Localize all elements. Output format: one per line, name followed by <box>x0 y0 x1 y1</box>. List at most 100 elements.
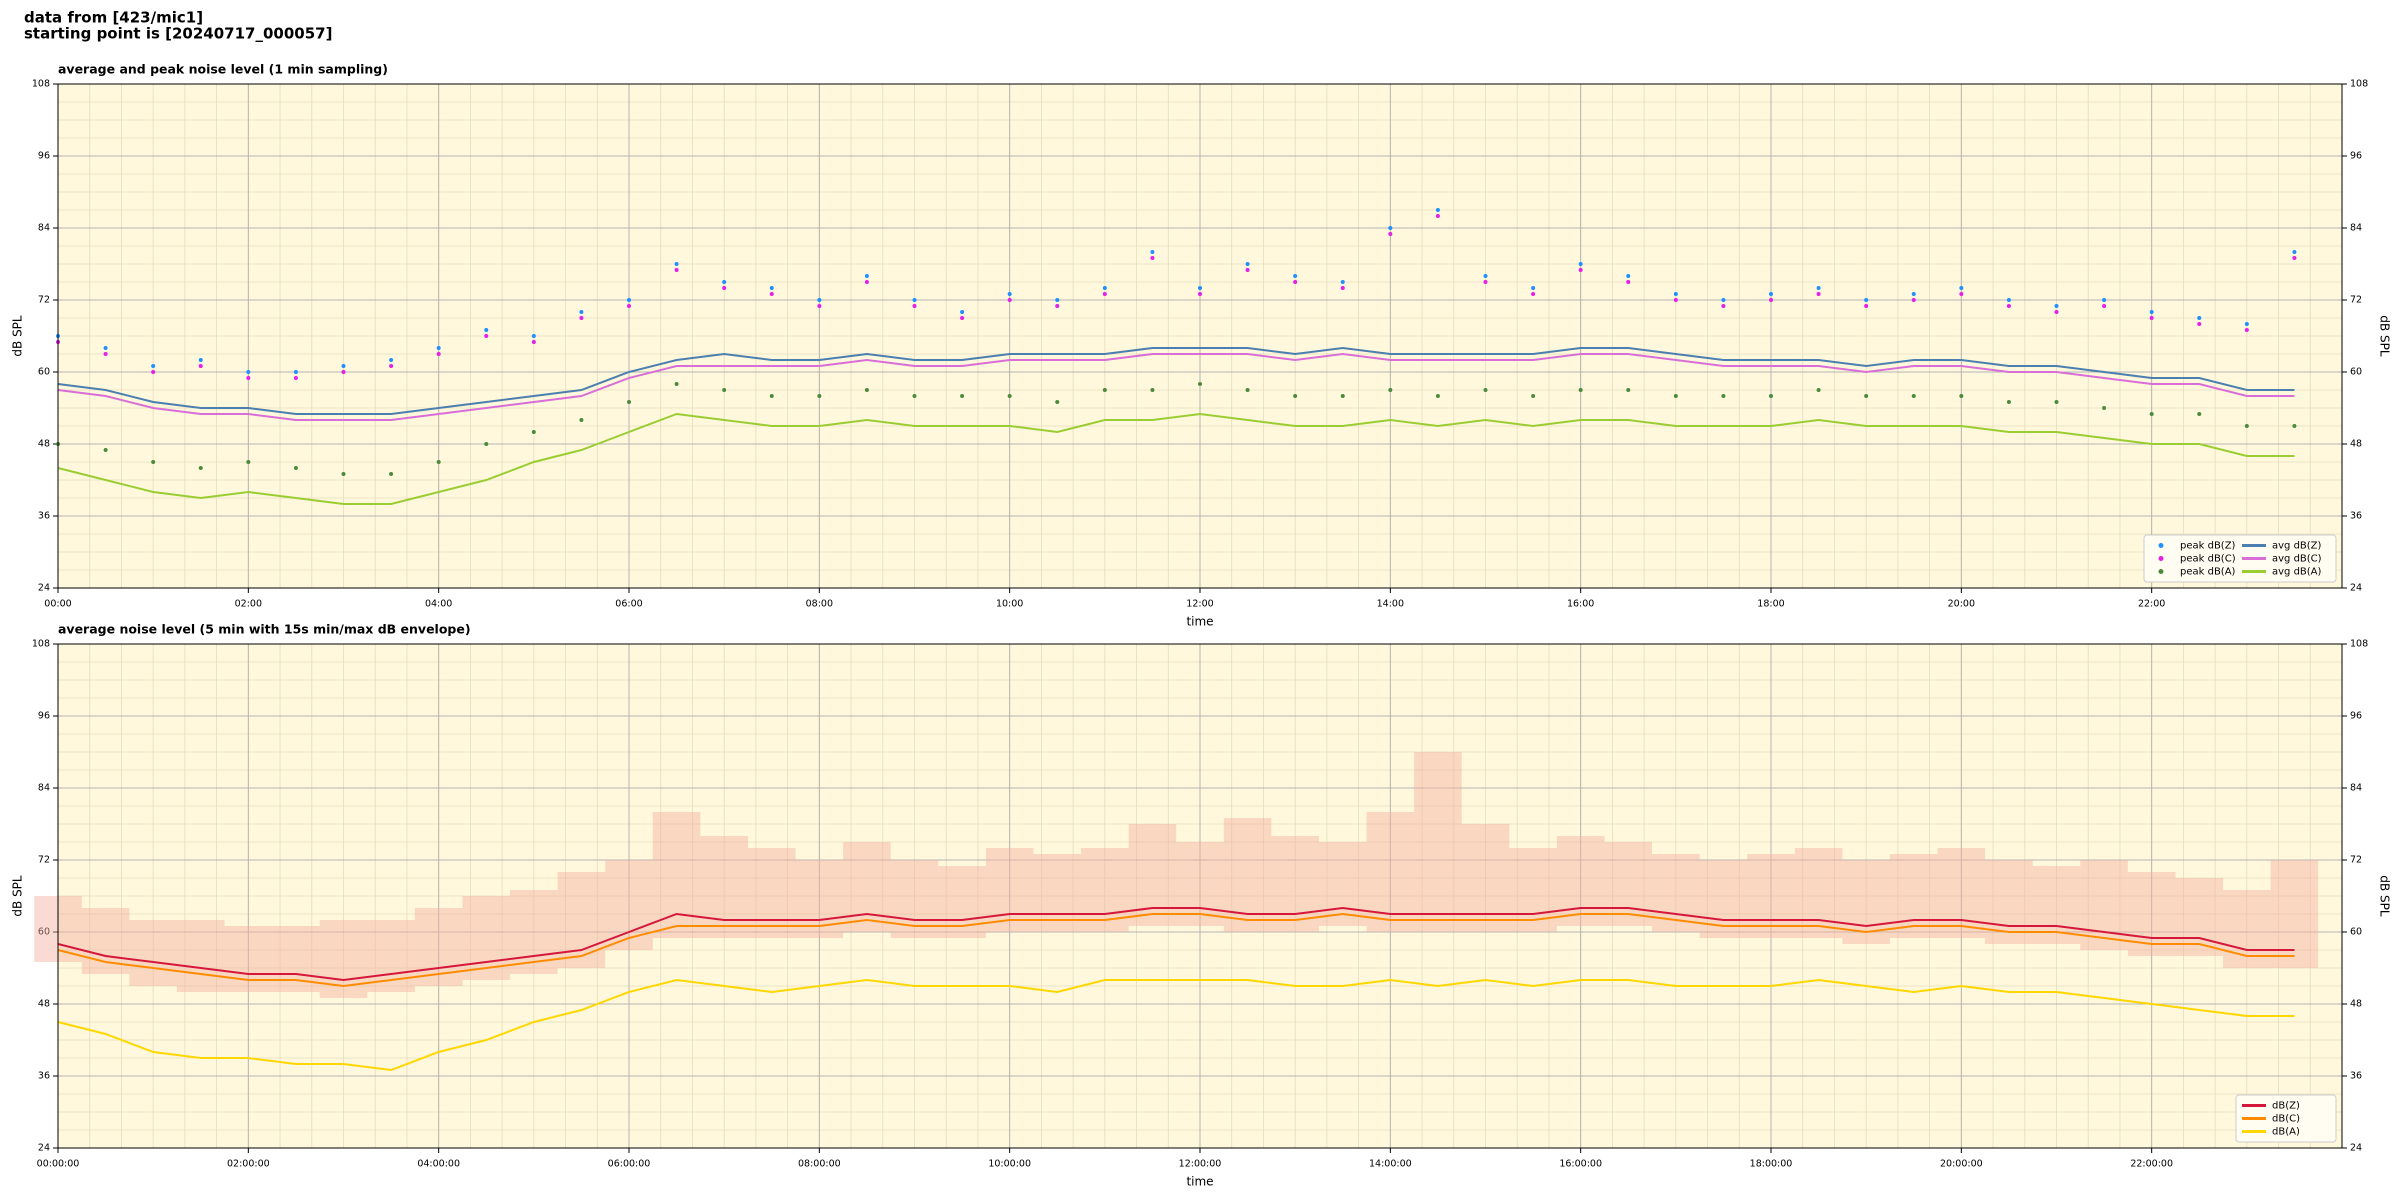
envelope-band <box>557 872 606 968</box>
header-line: starting point is [20240717_000057] <box>24 25 332 43</box>
legend-marker <box>2158 543 2164 548</box>
peak-point <box>1769 394 1773 398</box>
peak-point <box>246 460 251 464</box>
envelope-band <box>700 836 748 938</box>
peak-point <box>484 442 489 446</box>
y-tick-label: 24 <box>2350 1143 2362 1154</box>
peak-point <box>151 364 156 368</box>
peak-point <box>1578 388 1583 392</box>
y-tick-label: 96 <box>2350 711 2362 722</box>
peak-point <box>103 352 108 356</box>
peak-point <box>1102 388 1107 392</box>
envelope-band <box>1176 842 1224 926</box>
x-tick-label: 04:00 <box>425 599 452 610</box>
y-tick-label: 108 <box>2350 79 2368 90</box>
peak-point <box>198 466 203 470</box>
peak-point <box>1673 298 1678 302</box>
y-tick-label: 60 <box>38 367 50 378</box>
peak-point <box>103 346 108 350</box>
x-tick-label: 06:00 <box>615 599 642 610</box>
peak-point <box>1150 250 1155 254</box>
peak-point <box>1531 292 1536 296</box>
y-tick-label: 60 <box>2350 927 2362 938</box>
peak-point <box>2244 424 2249 428</box>
peak-point <box>2149 316 2154 320</box>
peak-point <box>1626 280 1631 284</box>
x-axis-label: time <box>1186 615 1213 629</box>
peak-point <box>2006 304 2011 308</box>
peak-point <box>2054 310 2059 314</box>
peak-point <box>2292 256 2297 260</box>
peak-point <box>341 364 346 368</box>
peak-point <box>151 370 156 374</box>
peak-point <box>1769 298 1773 302</box>
plot-frame <box>57 643 2343 1149</box>
peak-point <box>389 472 394 476</box>
peak-point <box>1673 394 1678 398</box>
peak-point <box>246 376 251 380</box>
x-axis-label: time <box>1186 1175 1213 1189</box>
y-tick-label: 48 <box>2350 439 2362 450</box>
y-tick-label: 24 <box>38 1143 50 1154</box>
x-tick-label: 04:00:00 <box>417 1159 460 1170</box>
peak-point <box>103 448 108 452</box>
peak-point <box>1721 394 1726 398</box>
peak-point <box>2102 304 2107 308</box>
legend-label: avg dB(A) <box>2272 567 2322 578</box>
peak-point <box>293 370 298 374</box>
peak-point <box>1198 286 1202 290</box>
x-tick-label: 00:00:00 <box>37 1159 80 1170</box>
peak-point <box>198 364 203 368</box>
peak-point <box>817 394 822 398</box>
envelope-band <box>1747 854 1795 938</box>
peak-point <box>198 358 203 362</box>
y-tick-label: 108 <box>32 639 50 650</box>
y-tick-label: 36 <box>2350 1071 2362 1082</box>
x-tick-label: 08:00:00 <box>798 1159 841 1170</box>
peak-point <box>1483 274 1488 278</box>
legend-label: peak dB(C) <box>2180 554 2236 565</box>
peak-point <box>1150 256 1155 260</box>
y-axis-label: dB SPL <box>11 315 25 357</box>
y-tick-label: 96 <box>38 711 50 722</box>
peak-point <box>1293 280 1298 284</box>
series-line <box>57 412 2295 505</box>
peak-point <box>722 286 727 290</box>
x-tick-label: 20:00 <box>1948 599 1975 610</box>
envelope-band <box>985 848 1034 932</box>
x-tick-label: 02:00:00 <box>227 1159 270 1170</box>
peak-point <box>1816 292 1821 296</box>
peak-point <box>1245 268 1250 272</box>
peak-point <box>2102 298 2107 302</box>
peak-point <box>1245 262 1250 266</box>
peak-point <box>627 304 631 308</box>
peak-point <box>864 274 869 278</box>
envelope-band <box>1318 842 1367 926</box>
peak-point <box>293 466 298 470</box>
y-axis-label: dB SPL <box>2378 875 2392 917</box>
envelope-band <box>1794 848 1843 938</box>
peak-point <box>2292 250 2297 254</box>
peak-point <box>1531 286 1536 290</box>
peak-point <box>484 334 489 338</box>
y-tick-label: 84 <box>2350 783 2362 794</box>
peak-point <box>1007 394 1012 398</box>
peak-point <box>1483 280 1488 284</box>
peak-point <box>2054 304 2059 308</box>
peak-point <box>2102 406 2107 410</box>
peak-point <box>1911 394 1916 398</box>
peak-point <box>1055 400 1060 404</box>
peak-point <box>1340 286 1345 290</box>
peak-point <box>1055 304 1060 308</box>
peak-point <box>2054 400 2059 404</box>
peak-point <box>1578 268 1583 272</box>
peak-point <box>436 346 441 350</box>
peak-point <box>531 430 536 434</box>
legend-label: peak dB(Z) <box>2180 541 2236 552</box>
envelope-band <box>1271 836 1319 932</box>
envelope-band <box>1604 842 1653 926</box>
x-tick-label: 08:00 <box>806 599 833 610</box>
peak-point <box>627 400 631 404</box>
peak-point <box>1388 226 1393 230</box>
